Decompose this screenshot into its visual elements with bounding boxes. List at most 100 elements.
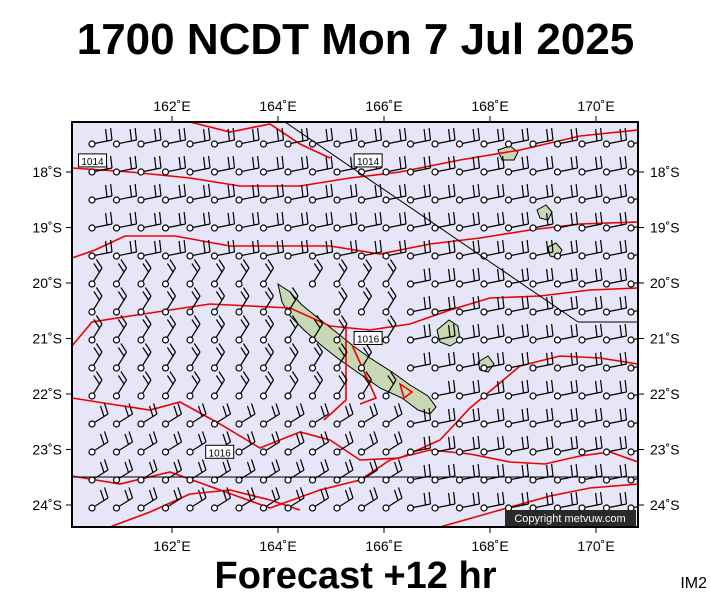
wind-barb-icon — [602, 127, 628, 148]
wind-barb-icon — [382, 315, 397, 344]
wind-barb-icon — [455, 323, 481, 344]
wind-barb-icon — [480, 155, 505, 176]
wind-barb-icon — [627, 308, 638, 316]
wind-barb-icon — [137, 211, 162, 232]
wind-barb-icon — [578, 435, 603, 456]
wind-barb-icon — [284, 315, 299, 344]
lon-tick-label: 164˚E — [259, 538, 296, 554]
wind-barb-icon — [235, 343, 250, 372]
wind-barb-icon — [259, 127, 285, 148]
wind-barb-icon — [235, 259, 250, 288]
wind-barb-icon — [480, 295, 505, 316]
wind-barb-icon — [431, 407, 456, 428]
wind-barb-icon — [529, 491, 554, 512]
wind-barb-icon — [431, 379, 456, 400]
wind-barb-icon — [284, 487, 305, 512]
wind-barb-icon — [553, 323, 579, 344]
wind-barb-icon — [259, 259, 275, 288]
wind-barb-icon — [186, 287, 201, 316]
wind-barb-icon — [602, 295, 628, 316]
wind-barb-icon — [161, 431, 183, 456]
wind-barb-icon — [406, 295, 432, 316]
lat-tick-label: 20˚S — [32, 275, 62, 291]
wind-barb-icon — [357, 127, 383, 148]
svg-text:1014: 1014 — [357, 157, 380, 168]
wind-barb-icon — [308, 211, 334, 232]
wind-barb-icon — [529, 323, 554, 344]
wind-barb-icon — [627, 364, 638, 372]
wind-barb-icon — [553, 155, 579, 176]
wind-barb-icon — [504, 435, 530, 456]
wind-barb-icon — [88, 239, 113, 260]
wind-barb-icon — [259, 287, 275, 316]
wind-barb-icon — [504, 491, 530, 512]
lat-tick-label: 23˚S — [32, 442, 62, 458]
wind-barb-icon — [112, 155, 138, 176]
wind-barb-icon — [333, 211, 358, 232]
wind-barb-icon — [235, 211, 260, 232]
isobar-pressure-label: 1016 — [353, 331, 383, 346]
wind-barb-icon — [284, 211, 309, 232]
wind-barb-icon — [210, 315, 226, 344]
wind-barb-icon — [504, 295, 530, 316]
lon-tick-label: 166˚E — [365, 98, 402, 114]
wind-barb-icon — [112, 487, 134, 512]
wind-barb-icon — [186, 403, 207, 428]
wind-barb-icon — [259, 343, 275, 372]
wind-barb-icon — [529, 127, 554, 148]
wind-barb-icon — [284, 183, 309, 204]
wind-barb-icon — [406, 183, 432, 204]
wind-barb-icon — [161, 287, 177, 316]
wind-barb-icon — [504, 267, 530, 288]
wind-barb-icon — [602, 183, 628, 204]
wind-barb-icon — [455, 491, 481, 512]
lat-tick-label: 21˚S — [32, 331, 62, 347]
wind-barb-icon — [382, 127, 407, 148]
wind-barb-icon — [627, 168, 638, 176]
wind-barb-icon — [578, 155, 603, 176]
wind-barb-icon — [235, 371, 250, 400]
wind-barb-icon — [235, 155, 260, 176]
wind-barb-icon — [480, 379, 505, 400]
wind-barb-icon — [578, 183, 603, 204]
wind-barb-icon — [137, 127, 162, 148]
wind-barb-icon — [333, 431, 354, 456]
wind-barb-icon — [627, 196, 638, 204]
wind-barb-icon — [210, 343, 226, 372]
wind-barb-icon — [88, 287, 103, 316]
wind-barb-icon — [529, 295, 554, 316]
wind-barb-icon — [357, 431, 379, 456]
wind-barb-icon — [578, 239, 603, 260]
wind-barb-icon — [578, 491, 603, 512]
wind-barb-icon — [357, 371, 373, 400]
wind-barb-icon — [333, 315, 348, 344]
wind-barb-icon — [431, 295, 456, 316]
wind-barb-icon — [504, 183, 530, 204]
wind-barb-icon — [88, 403, 109, 428]
wind-barb-icon — [308, 343, 324, 372]
lon-tick-label: 162˚E — [153, 98, 190, 114]
lat-tick-label: 20˚S — [650, 275, 680, 291]
wind-barb-icon — [259, 211, 285, 232]
lon-tick-label: 162˚E — [153, 538, 190, 554]
wind-barb-icon — [602, 211, 628, 232]
wind-barb-icon — [308, 155, 334, 176]
wind-barb-icon — [455, 379, 481, 400]
lat-tick-label: 21˚S — [650, 331, 680, 347]
wind-barb-icon — [88, 211, 113, 232]
wind-barb-icon — [186, 371, 201, 400]
wind-barb-icon — [259, 183, 285, 204]
wind-barb-icon — [382, 155, 407, 176]
wind-barb-icon — [480, 407, 505, 428]
wind-barb-icon — [480, 351, 505, 372]
wind-barb-icon — [504, 155, 530, 176]
wind-barb-icon — [431, 267, 456, 288]
wind-barb-icon — [578, 211, 603, 232]
wind-barb-icon — [186, 259, 201, 288]
wind-barb-icon — [553, 211, 579, 232]
wind-barb-icon — [431, 435, 456, 456]
wind-barb-icon — [259, 487, 281, 512]
wind-barb-icon — [431, 183, 456, 204]
wind-barb-icon — [602, 155, 628, 176]
wind-barb-icon — [382, 403, 403, 428]
